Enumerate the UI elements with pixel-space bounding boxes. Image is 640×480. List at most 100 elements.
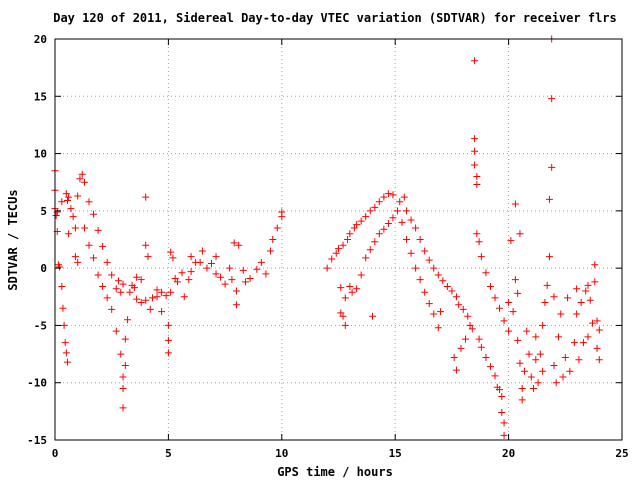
data-point [180, 293, 188, 301]
data-point [167, 288, 175, 296]
data-point [570, 339, 578, 347]
data-point [121, 362, 129, 370]
data-point [554, 333, 562, 341]
data-point [108, 305, 116, 313]
data-point [115, 277, 123, 285]
data-point [482, 269, 490, 277]
data-point [344, 236, 352, 243]
data-point [133, 273, 141, 281]
data-point [196, 258, 204, 266]
data-point [471, 161, 479, 169]
data-point [149, 294, 157, 302]
data-point [403, 207, 411, 215]
data-point [557, 310, 565, 318]
data-point [357, 217, 365, 225]
data-point [266, 247, 274, 255]
data-point [462, 335, 470, 343]
data-point [103, 258, 111, 266]
data-point [112, 285, 120, 293]
data-point [516, 230, 524, 238]
data-point [430, 264, 438, 272]
data-point [559, 373, 567, 381]
data-point [262, 270, 270, 278]
data-point [564, 294, 572, 302]
data-point [500, 317, 508, 325]
data-point [511, 200, 519, 208]
axis-ticks [54, 38, 623, 441]
data-point [509, 308, 517, 316]
plot-frame [54, 38, 623, 441]
data-point [76, 175, 84, 183]
data-point [371, 203, 379, 211]
data-point [85, 198, 93, 206]
data-point [589, 319, 597, 327]
data-point [450, 354, 458, 362]
data-point [530, 384, 538, 392]
data-point [257, 258, 265, 266]
data-point [505, 299, 513, 307]
data-point [416, 276, 424, 284]
data-point [468, 325, 476, 333]
data-point [579, 339, 587, 347]
x-tick-label: 25 [615, 447, 628, 460]
data-point [80, 178, 88, 186]
data-point [584, 281, 592, 289]
data-point [407, 216, 415, 224]
data-point [550, 293, 558, 301]
data-point [61, 339, 69, 347]
data-point [78, 170, 86, 178]
data-point [477, 343, 485, 351]
data-point [434, 271, 442, 279]
data-point [523, 327, 531, 335]
y-tick-label: 15 [34, 90, 47, 103]
data-point [58, 282, 66, 290]
data-point [346, 282, 354, 290]
data-point [173, 278, 181, 286]
data-point [375, 198, 383, 206]
data-point [71, 224, 79, 232]
data-point [63, 358, 71, 366]
data-point [514, 336, 522, 344]
data-point [516, 359, 524, 367]
data-point [514, 289, 522, 297]
data-point [212, 253, 220, 261]
data-point [62, 349, 70, 357]
data-point [119, 280, 127, 288]
data-point [90, 254, 98, 262]
data-point [207, 260, 215, 268]
data-point [71, 253, 79, 261]
data-point [582, 287, 590, 295]
data-point [158, 288, 166, 296]
data-point [593, 344, 601, 352]
data-point [232, 287, 240, 295]
data-point [332, 249, 340, 257]
x-tick-label: 0 [52, 447, 59, 460]
data-point [548, 163, 556, 171]
data-point [60, 321, 68, 329]
y-tick-label: -5 [34, 319, 47, 332]
data-point [242, 278, 250, 286]
data-point [339, 312, 347, 320]
data-point [595, 356, 603, 364]
data-point [491, 294, 499, 302]
data-point [398, 218, 406, 226]
data-point [536, 350, 544, 358]
data-point [511, 276, 519, 284]
y-tick-label: -15 [27, 434, 47, 447]
data-point [126, 288, 134, 296]
data-point [56, 263, 64, 271]
data-point [473, 181, 481, 189]
data-point [455, 301, 463, 309]
data-point [561, 354, 569, 362]
data-point [232, 301, 240, 309]
data-point [99, 242, 107, 250]
data-point [421, 247, 429, 255]
data-point [532, 356, 540, 364]
data-point [498, 409, 506, 417]
data-point [471, 135, 479, 143]
data-point [525, 350, 533, 358]
data-point [473, 230, 481, 238]
data-point [412, 224, 420, 232]
